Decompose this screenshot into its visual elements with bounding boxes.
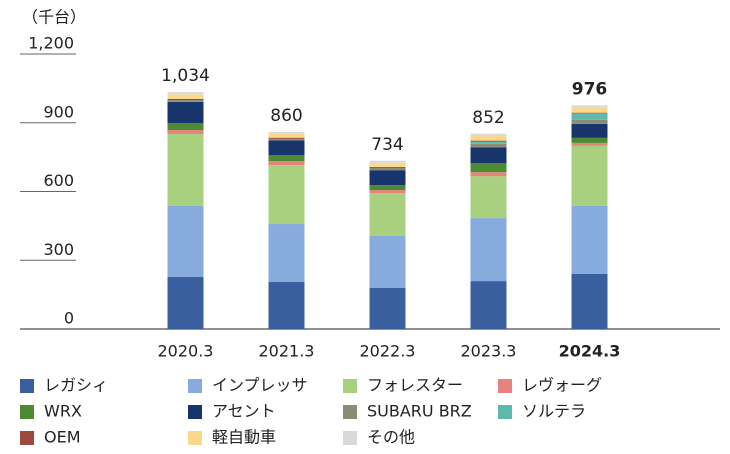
total-label: 860 xyxy=(270,106,302,126)
bar-segment xyxy=(571,274,608,329)
legend-label: WRX xyxy=(44,402,82,421)
x-tick-label: 2022.3 xyxy=(360,342,416,361)
bar-segment xyxy=(369,162,406,167)
bar-segment xyxy=(167,101,204,123)
bar-segment xyxy=(369,170,406,186)
bar-segment xyxy=(268,161,305,166)
bar-segment xyxy=(268,137,305,139)
legend-label: OEM xyxy=(44,428,81,447)
bar-segment xyxy=(167,92,204,95)
total-label: 976 xyxy=(572,79,608,99)
bar-segment xyxy=(571,105,608,108)
bar-segment xyxy=(268,140,305,156)
legend-label: 軽自動車 xyxy=(212,428,276,447)
bar-segment xyxy=(470,163,507,173)
bar-segment xyxy=(571,145,608,206)
bar-segment xyxy=(268,131,305,134)
bar-segment xyxy=(571,112,608,114)
total-label: 1,034 xyxy=(161,66,210,86)
bar-segment xyxy=(167,276,204,329)
total-label: 852 xyxy=(472,108,504,128)
y-axis-label: （千台） xyxy=(22,8,86,27)
bar-segment xyxy=(268,133,305,138)
bar-segment xyxy=(470,172,507,177)
bar-segment xyxy=(369,160,406,163)
bar-segment xyxy=(369,185,406,191)
bar-segment xyxy=(470,133,507,137)
bar-segment xyxy=(369,190,406,194)
x-tick-label: 2020.3 xyxy=(158,342,214,361)
bar-segment xyxy=(470,176,507,219)
y-tick-label: 300 xyxy=(43,240,74,259)
legend-swatch xyxy=(343,379,357,393)
legend-swatch xyxy=(343,431,357,445)
legend-label: その他 xyxy=(367,428,415,447)
legend-swatch xyxy=(188,379,202,393)
legend-label: SUBARU BRZ xyxy=(367,402,472,421)
legend-swatch xyxy=(20,379,34,393)
bar-segment xyxy=(470,143,507,148)
bar-segment xyxy=(268,155,305,162)
bar-segment xyxy=(571,119,608,124)
legend-swatch xyxy=(20,405,34,419)
bar-segment xyxy=(167,122,204,131)
bar-segment xyxy=(369,235,406,288)
legend-swatch xyxy=(20,431,34,445)
bar-segment xyxy=(470,147,507,164)
bar-segment xyxy=(470,281,507,329)
bar-segment xyxy=(268,282,305,329)
bar-segment xyxy=(268,165,305,225)
bar-segment xyxy=(167,100,204,102)
bar-segment xyxy=(470,140,507,142)
bar-segment xyxy=(571,113,608,120)
bar-segment xyxy=(470,218,507,282)
bar-segment xyxy=(167,205,204,277)
bar-segment xyxy=(268,224,305,283)
legend-swatch xyxy=(188,405,202,419)
y-tick-label: 1,200 xyxy=(28,34,74,53)
bar-segment xyxy=(167,130,204,134)
bar-segment xyxy=(571,123,608,138)
bar-segment xyxy=(571,205,608,274)
bar-segment xyxy=(369,193,406,236)
x-tick-label: 2023.3 xyxy=(461,342,517,361)
bar-segment xyxy=(470,136,507,141)
legend-swatch xyxy=(343,405,357,419)
y-tick-label: 0 xyxy=(64,309,74,328)
legend-label: インプレッサ xyxy=(212,376,308,395)
bar-segment xyxy=(167,94,204,99)
bar-segment xyxy=(369,287,406,329)
legend-swatch xyxy=(498,405,512,419)
total-label: 734 xyxy=(371,135,403,155)
legend-label: レガシィ xyxy=(44,376,108,395)
x-tick-label: 2021.3 xyxy=(259,342,315,361)
bar-segment xyxy=(369,166,406,168)
bar-segment xyxy=(167,98,204,101)
y-tick-label: 900 xyxy=(43,102,74,121)
legend-label: フォレスター xyxy=(367,376,463,395)
bar-segment xyxy=(571,137,608,143)
bar-segment xyxy=(167,133,204,206)
legend-label: ソルテラ xyxy=(522,402,586,421)
bar-segment xyxy=(268,138,305,141)
bar-segment xyxy=(470,141,507,144)
legend-label: レヴォーグ xyxy=(522,376,602,395)
y-tick-label: 600 xyxy=(43,171,74,190)
legend-swatch xyxy=(498,379,512,393)
bar-segment xyxy=(571,107,608,113)
bar-segment xyxy=(369,167,406,171)
x-tick-label: 2024.3 xyxy=(559,342,621,361)
legend-swatch xyxy=(188,431,202,445)
legend-label: アセント xyxy=(212,402,276,421)
bar-segment xyxy=(571,142,608,146)
